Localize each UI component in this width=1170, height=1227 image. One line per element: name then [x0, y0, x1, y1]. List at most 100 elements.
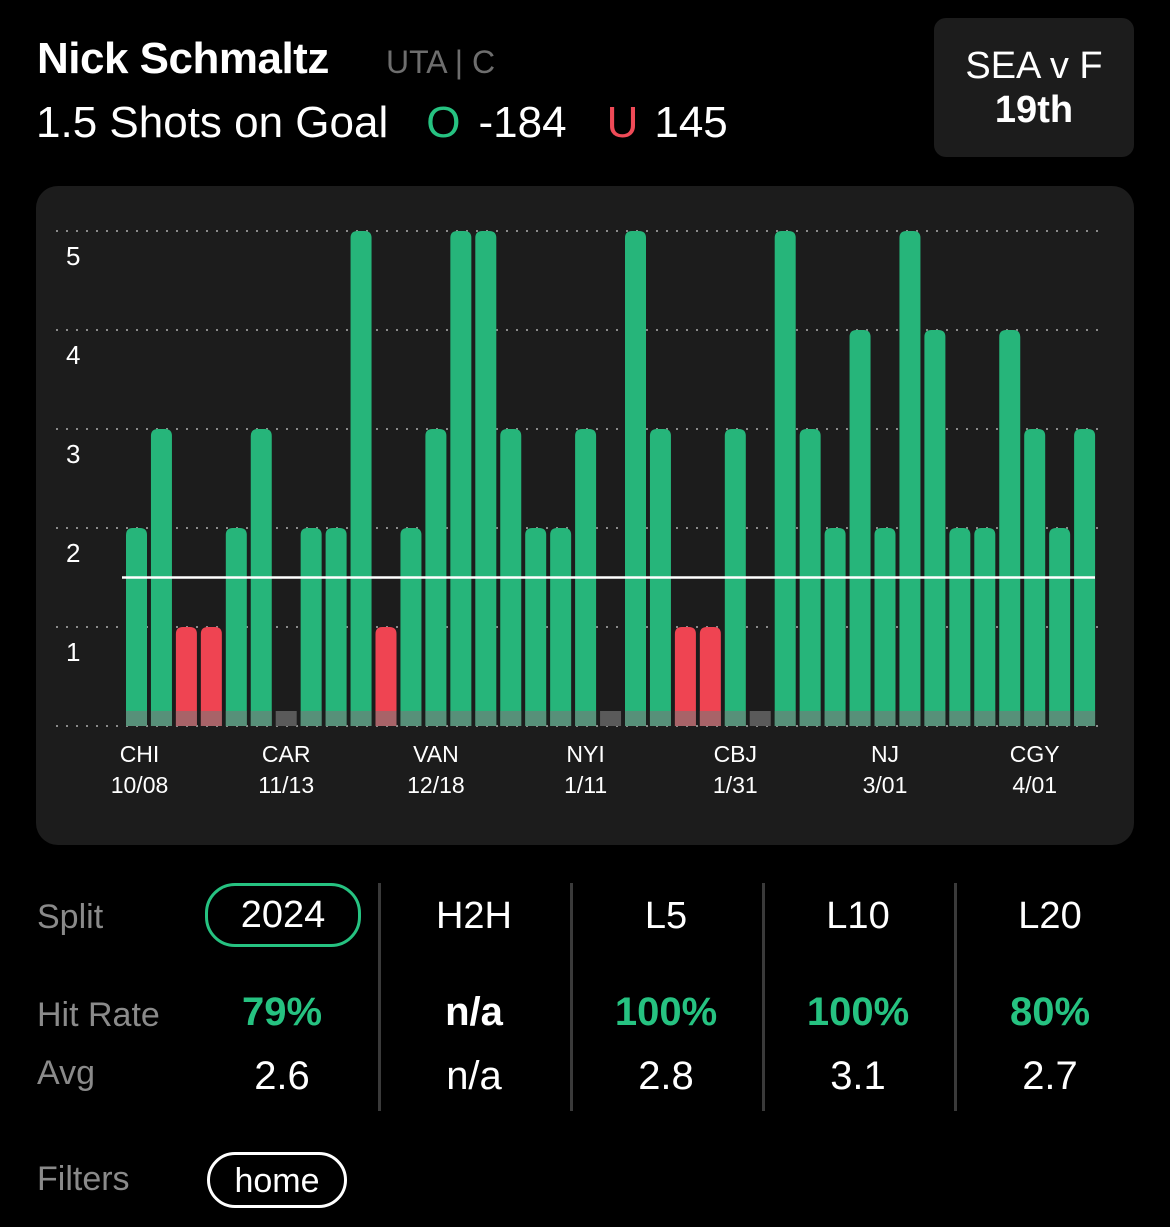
bar-base	[699, 711, 721, 726]
x-tick-date: 3/01	[863, 772, 908, 798]
prop-name: 1.5 Shots on Goal	[36, 98, 389, 147]
hit-rate-l20: 80%	[1009, 990, 1091, 1034]
bar-base	[824, 711, 846, 726]
bar-base	[400, 711, 422, 726]
split-tab-l10[interactable]: L10	[826, 895, 890, 937]
bar-base	[300, 711, 322, 726]
bar-base	[575, 711, 597, 726]
bar-base	[874, 711, 896, 726]
game-bar	[450, 231, 472, 726]
game-bar	[974, 528, 996, 726]
game-bar	[824, 528, 846, 726]
matchup-teams: SEA v F	[965, 44, 1103, 87]
game-bar	[375, 627, 397, 726]
chart-svg: 1 2 3 4 5 CHI 10/08 CAR 11/13 VAN 12/18 NYI 1/11 CBJ 1…	[56, 230, 1098, 798]
over-label: O	[426, 98, 461, 147]
bar-base	[999, 711, 1021, 726]
bar-base	[550, 711, 572, 726]
x-tick-team: CAR	[262, 741, 311, 767]
avg-l20: 2.7	[1022, 1054, 1078, 1098]
bar-base	[200, 711, 222, 726]
bar-base	[475, 711, 497, 726]
bar-base	[649, 711, 671, 726]
hit-rate-label: Hit Rate	[37, 996, 160, 1034]
game-bar	[1049, 528, 1071, 726]
y-tick-label: 4	[66, 340, 80, 370]
bar-base	[899, 711, 921, 726]
x-tick-date: 10/08	[111, 772, 169, 798]
avg-2024: 2.6	[254, 1054, 310, 1098]
avg-l5: 2.8	[638, 1054, 694, 1098]
column-divider	[378, 883, 381, 1111]
x-tick-date: 1/11	[564, 772, 607, 798]
game-bar	[400, 528, 422, 726]
bar-base	[500, 711, 522, 726]
split-tab-2024[interactable]: 2024	[205, 883, 361, 947]
bar-base	[1024, 711, 1046, 726]
bar-base	[674, 711, 696, 726]
bar-base	[525, 711, 547, 726]
bar-base	[225, 711, 247, 726]
y-tick-label: 3	[66, 439, 80, 469]
bar-base	[425, 711, 447, 726]
game-log-chart: 1 2 3 4 5 CHI 10/08 CAR 11/13 VAN 12/18 NYI 1/11 CBJ 1…	[36, 186, 1134, 845]
bar-base	[799, 711, 821, 726]
x-tick-team: NYI	[566, 741, 604, 767]
bar-base	[150, 711, 172, 726]
game-bar	[126, 528, 147, 726]
game-bar	[674, 627, 696, 726]
matchup-box[interactable]: SEA v F 19th	[934, 18, 1134, 157]
bar-base	[724, 711, 746, 726]
avg-label: Avg	[37, 1054, 95, 1092]
game-bar	[525, 528, 547, 726]
bar-base	[1049, 711, 1071, 726]
game-bar	[949, 528, 971, 726]
game-bar	[300, 528, 322, 726]
x-tick-team: CGY	[1010, 741, 1060, 767]
over-odds[interactable]: -184	[478, 98, 567, 147]
y-tick-label: 2	[66, 538, 80, 568]
hit-rate-l10: 100%	[806, 990, 910, 1034]
bar-base	[600, 711, 622, 726]
split-tab-l5[interactable]: L5	[644, 895, 688, 937]
game-bar	[325, 528, 347, 726]
x-tick-team: NJ	[871, 741, 899, 767]
under-label: U	[606, 98, 639, 147]
x-tick-team: CHI	[120, 741, 160, 767]
x-tick-date: 1/31	[713, 772, 758, 798]
y-tick-label: 1	[66, 637, 80, 667]
game-bar	[874, 528, 896, 726]
game-bar	[200, 627, 222, 726]
split-label: Split	[37, 898, 104, 936]
split-tab-l20[interactable]: L20	[1018, 895, 1082, 937]
bar-base	[749, 711, 771, 726]
bar-base	[849, 711, 871, 726]
game-bar	[350, 231, 372, 726]
bar-base	[949, 711, 971, 726]
bar-base	[175, 711, 197, 726]
avg-h2h: n/a	[446, 1054, 502, 1098]
bar-base	[275, 711, 297, 726]
game-bar	[699, 627, 721, 726]
bar-base	[375, 711, 397, 726]
hit-rate-2024: 79%	[241, 990, 323, 1034]
bar-base	[250, 711, 272, 726]
column-divider	[762, 883, 765, 1111]
game-bar	[774, 231, 796, 726]
bar-base	[325, 711, 347, 726]
game-bar	[550, 528, 572, 726]
bar-base	[350, 711, 372, 726]
x-tick-date: 11/13	[258, 772, 314, 798]
filters-label: Filters	[37, 1160, 130, 1198]
hit-rate-h2h: n/a	[445, 990, 503, 1034]
team-position: UTA | C	[386, 44, 496, 80]
game-bar	[475, 231, 497, 726]
filter-chip-home[interactable]: home	[207, 1152, 347, 1208]
bar-base	[774, 711, 796, 726]
matchup-rank: 19th	[994, 88, 1074, 131]
under-odds[interactable]: 145	[654, 98, 728, 147]
split-tab-h2h[interactable]: H2H	[435, 895, 513, 937]
prop-line: 1.5 Shots on Goal O -184 U 145	[36, 98, 728, 148]
hit-rate-l5: 100%	[614, 990, 718, 1034]
game-bar	[924, 330, 946, 726]
